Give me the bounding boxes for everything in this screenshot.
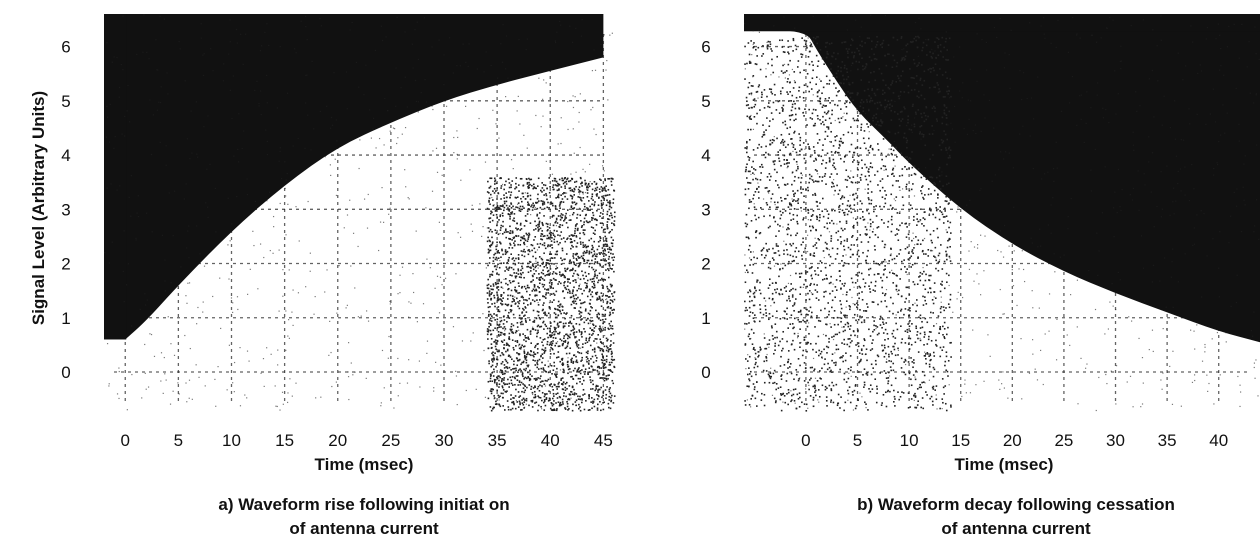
panel-b-x-ticks: 0 5 10 15 20 25 30 35 40 <box>801 431 1228 450</box>
panel-b-x-tick-label: 5 <box>853 431 862 450</box>
panel-a-y-tick-label: 3 <box>61 200 70 219</box>
panel-a-x-tick-label: 15 <box>275 431 294 450</box>
panel-b-x-tick-label: 10 <box>900 431 919 450</box>
panel-a-x-tick-label: 10 <box>222 431 241 450</box>
panel-b-y-tick-label: 0 <box>701 363 710 382</box>
panel-b-caption-line1: b) Waveform decay following cessation <box>857 495 1175 514</box>
panel-b-x-tick-label: 20 <box>1003 431 1022 450</box>
panel-b-y-tick-label: 6 <box>701 38 710 57</box>
panel-b-x-tick-label: 40 <box>1209 431 1228 450</box>
panel-b-y-tick-label: 1 <box>701 309 710 328</box>
panel-a-x-tick-label: 20 <box>328 431 347 450</box>
panel-a-y-tick-label: 4 <box>61 146 70 165</box>
panel-a-x-tick-label: 45 <box>594 431 613 450</box>
panel-b-y-tick-label: 5 <box>701 92 710 111</box>
panel-a-y-tick-label: 2 <box>61 255 70 274</box>
panel-b-x-tick-label: 25 <box>1054 431 1073 450</box>
panel-a-x-tick-label: 35 <box>488 431 507 450</box>
panel-a-x-tick-label: 5 <box>174 431 183 450</box>
panel-a-caption-line1: a) Waveform rise following initiat on <box>218 495 509 514</box>
panel-b-x-tick-label: 35 <box>1158 431 1177 450</box>
panel-a-x-tick-label: 30 <box>435 431 454 450</box>
panel-a-x-tick-label: 40 <box>541 431 560 450</box>
panel-a-y-tick-label: 0 <box>61 363 70 382</box>
panel-b-x-tick-label: 0 <box>801 431 810 450</box>
panel-a-y-axis-label: Signal Level (Arbitrary Units) <box>29 91 48 325</box>
panel-b-y-tick-label: 4 <box>701 146 710 165</box>
panel-b-x-axis-label: Time (msec) <box>955 455 1054 474</box>
panel-a-y-tick-label: 6 <box>61 38 70 57</box>
panel-b-caption-line2: of antenna current <box>941 519 1091 538</box>
panel-b-y-tick-label: 3 <box>701 200 710 219</box>
panel-b-y-tick-label: 2 <box>701 255 710 274</box>
panel-a-x-tick-label: 25 <box>381 431 400 450</box>
panel-a-y-ticks: 6 5 4 3 2 1 0 <box>61 38 70 382</box>
panel-b-series-fill <box>744 14 1260 342</box>
panel-a-x-ticks: 0 5 10 15 20 25 30 35 40 45 <box>121 431 613 450</box>
panel-b-y-ticks: 6 5 4 3 2 1 0 <box>701 38 710 382</box>
panel-b-plot-area <box>744 14 1260 412</box>
panel-b-x-tick-label: 30 <box>1106 431 1125 450</box>
panel-a-series-fill-left <box>104 14 126 339</box>
panel-a-x-axis-label: Time (msec) <box>315 455 414 474</box>
panel-b-series-fill-top <box>744 14 1260 31</box>
panel-a-plot-area <box>104 14 616 412</box>
panel-a-y-tick-label: 1 <box>61 309 70 328</box>
panel-a-x-tick-label: 0 <box>121 431 130 450</box>
panel-b-x-tick-label: 15 <box>951 431 970 450</box>
panel-a-caption-line2: of antenna current <box>289 519 439 538</box>
panel-a-y-tick-label: 5 <box>61 92 70 111</box>
